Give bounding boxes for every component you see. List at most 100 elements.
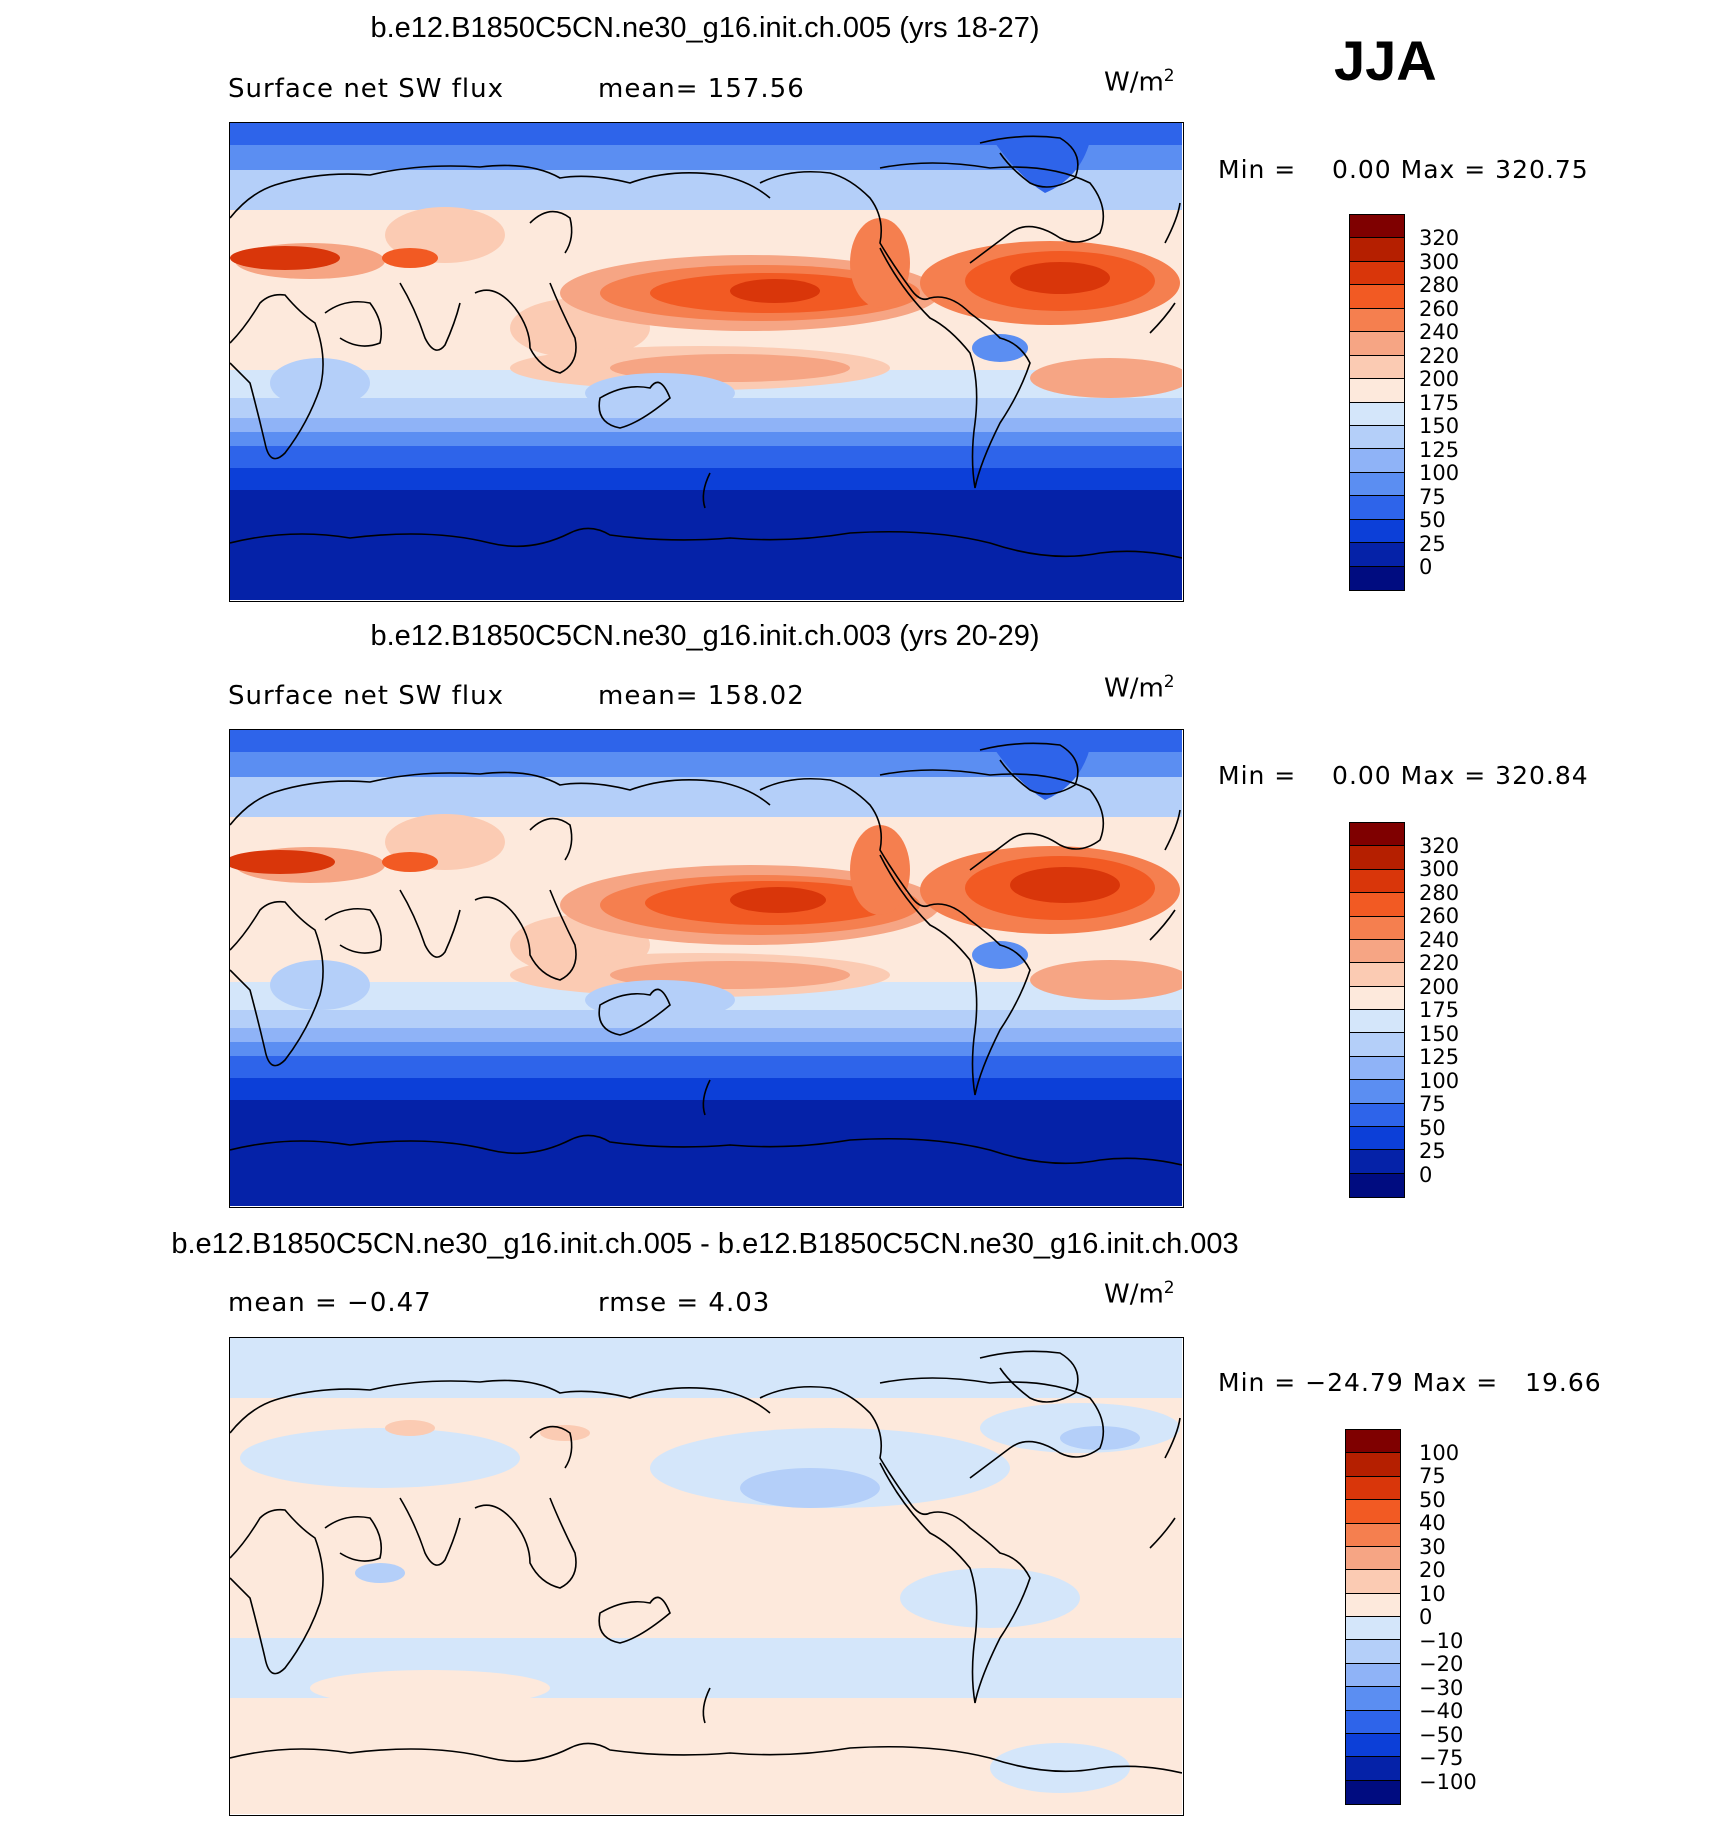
panel-2-cb-label: 150: [1419, 1022, 1460, 1046]
panel-1-cb-label: 50: [1419, 508, 1446, 532]
panel-1-mean-label: mean= 157.56: [598, 74, 805, 104]
panel-2-map: [229, 729, 1184, 1208]
panel-1-cb-label: 0: [1419, 555, 1433, 579]
panel-1-min-max: Min = 0.00 Max = 320.75: [1218, 155, 1589, 184]
panel-3-cb-label: 30: [1419, 1535, 1446, 1559]
panel-1-cb-label: 280: [1419, 273, 1460, 297]
panel-2-cb-label: 175: [1419, 998, 1460, 1022]
panel-3-cb-label: −40: [1419, 1699, 1464, 1723]
panel-2-units: W/m2: [1104, 672, 1175, 704]
panel-3-cb-label: 40: [1419, 1511, 1446, 1535]
colorbar-swatch: [1346, 1593, 1400, 1617]
colorbar-swatch: [1350, 893, 1404, 917]
panel-1-cb-label: 175: [1419, 391, 1460, 415]
panel-3-cb-label: −20: [1419, 1652, 1464, 1676]
panel-2-min-max: Min = 0.00 Max = 320.84: [1218, 761, 1589, 790]
panel-1-coastlines: [230, 135, 1182, 559]
colorbar-swatch: [1350, 285, 1404, 309]
colorbar-swatch: [1350, 1126, 1404, 1151]
panel-1-cb-label: 260: [1419, 297, 1460, 321]
panel-1-cb-label: 75: [1419, 485, 1446, 509]
panel-1-variable-label: Surface net SW flux: [228, 74, 504, 104]
colorbar-swatch: [1346, 1757, 1400, 1781]
panel-1-map: [229, 122, 1184, 602]
colorbar-swatch: [1346, 1663, 1400, 1688]
colorbar-swatch: [1346, 1780, 1400, 1804]
panel-3-map: [229, 1337, 1184, 1816]
colorbar-swatch: [1350, 823, 1404, 847]
panel-3-cb-label: −100: [1419, 1770, 1477, 1794]
colorbar-swatch: [1350, 1010, 1404, 1034]
colorbar-swatch: [1346, 1640, 1400, 1664]
colorbar-swatch: [1350, 566, 1404, 590]
panel-1-cb-label: 220: [1419, 344, 1460, 368]
panel-3-cb-label: −50: [1419, 1723, 1464, 1747]
colorbar-swatch: [1350, 261, 1404, 286]
panel-2-cb-label: 125: [1419, 1045, 1460, 1069]
panel-2-title: b.e12.B1850C5CN.ne30_g16.init.ch.003 (yr…: [370, 620, 1040, 652]
colorbar-swatch: [1346, 1733, 1400, 1758]
panel-2-colorbar-labels: 320 300 280 260 240 220 200 175 150 125 …: [1419, 0, 1499, 1220]
colorbar-swatch: [1350, 869, 1404, 894]
colorbar-swatch: [1350, 939, 1404, 964]
colorbar-swatch: [1350, 846, 1404, 870]
panel-2-cb-label: 300: [1419, 857, 1460, 881]
panel-2-cb-label: 0: [1419, 1163, 1433, 1187]
panel-1-cb-label: 240: [1419, 320, 1460, 344]
panel-1-cb-label: 25: [1419, 532, 1446, 556]
panel-2-cb-label: 75: [1419, 1092, 1446, 1116]
panel-2-cb-label: 280: [1419, 881, 1460, 905]
panel-3-cb-label: −30: [1419, 1676, 1464, 1700]
colorbar-swatch: [1346, 1500, 1400, 1524]
colorbar-swatch: [1350, 986, 1404, 1010]
panel-1-units: W/m2: [1104, 66, 1175, 98]
colorbar-swatch: [1350, 379, 1404, 403]
colorbar-swatch: [1346, 1523, 1400, 1547]
panel-3-units: W/m2: [1104, 1278, 1175, 1310]
panel-2-cb-label: 50: [1419, 1116, 1446, 1140]
panel-2-cb-label: 220: [1419, 951, 1460, 975]
panel-1-map-field: [230, 123, 1182, 600]
colorbar-swatch: [1350, 402, 1404, 426]
panel-3-cb-label: 50: [1419, 1488, 1446, 1512]
colorbar-swatch: [1350, 472, 1404, 497]
panel-3-cb-label: −10: [1419, 1629, 1464, 1653]
panel-1-cb-label: 100: [1419, 461, 1460, 485]
colorbar-swatch: [1346, 1617, 1400, 1641]
panel-2-mean-label: mean= 158.02: [598, 681, 805, 711]
panel-2-cb-label: 25: [1419, 1139, 1446, 1163]
colorbar-swatch: [1346, 1430, 1400, 1454]
panel-2-variable-label: Surface net SW flux: [228, 681, 504, 711]
season-label: JJA: [1334, 29, 1437, 92]
colorbar-swatch: [1350, 1080, 1404, 1104]
panel-2-colorbar: [1349, 822, 1405, 1198]
panel-3-colorbar: [1345, 1429, 1401, 1805]
panel-2-cb-label: 200: [1419, 975, 1460, 999]
panel-1-cb-label: 300: [1419, 250, 1460, 274]
colorbar-swatch: [1350, 355, 1404, 380]
panel-3-cb-label: 20: [1419, 1558, 1446, 1582]
colorbar-swatch: [1350, 543, 1404, 567]
panel-2-cb-label: 260: [1419, 904, 1460, 928]
colorbar-swatch: [1350, 496, 1404, 520]
panel-1-cb-label: 125: [1419, 438, 1460, 462]
panel-3-cb-label: 0: [1419, 1605, 1433, 1629]
colorbar-swatch: [1346, 1453, 1400, 1477]
panel-2-cb-label: 240: [1419, 928, 1460, 952]
panel-1-colorbar: [1349, 214, 1405, 591]
panel-2-coastlines: [230, 742, 1182, 1166]
colorbar-swatch: [1350, 916, 1404, 940]
colorbar-swatch: [1346, 1570, 1400, 1594]
colorbar-swatch: [1346, 1710, 1400, 1734]
panel-2-cb-label: 100: [1419, 1069, 1460, 1093]
colorbar-swatch: [1350, 963, 1404, 987]
colorbar-swatch: [1346, 1546, 1400, 1571]
panel-3-rmse-label: rmse = 4.03: [598, 1288, 771, 1318]
colorbar-swatch: [1350, 238, 1404, 262]
colorbar-swatch: [1350, 1056, 1404, 1081]
panel-2-cb-label: 320: [1419, 834, 1460, 858]
colorbar-swatch: [1350, 1103, 1404, 1127]
panel-3-title: b.e12.B1850C5CN.ne30_g16.init.ch.005 - b…: [171, 1228, 1239, 1260]
panel-3-colorbar-labels: 100 75 50 40 30 20 10 0 −10 −20 −30 −40 …: [1419, 0, 1499, 1831]
panel-3-cb-label: 100: [1419, 1441, 1460, 1465]
